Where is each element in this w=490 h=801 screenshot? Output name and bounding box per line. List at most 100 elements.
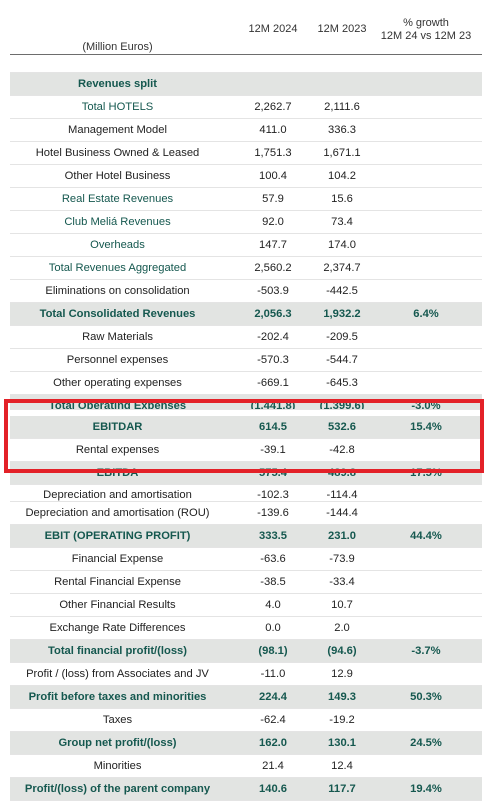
table-row-associates-jv: Profit / (loss) from Associates and JV -…: [10, 663, 482, 686]
row-label: Hotel Business Owned & Leased: [35, 147, 200, 159]
value-2024: -139.6: [257, 507, 289, 519]
table-row-total-hotels: Total HOTELS 2,262.7 2,111.6: [10, 96, 482, 119]
table-row-depreciation-amortisation: Depreciation and amortisation -102.3 -11…: [10, 485, 482, 502]
value-2023: (94.6): [327, 645, 357, 657]
value-2023: 1,671.1: [323, 147, 361, 159]
value-2023: 231.0: [328, 530, 356, 542]
value-2023: -42.8: [329, 444, 355, 456]
value-2024: 333.5: [259, 530, 287, 542]
table-row-management-model: Management Model 411.0 336.3: [10, 119, 482, 142]
value-2024: 57.9: [262, 193, 284, 205]
growth-header-line1: % growth: [403, 17, 449, 29]
highlight-box: [4, 399, 484, 473]
value-2024: (1,441.8): [250, 400, 296, 410]
table-row-personnel-expenses: Personnel expenses -570.3 -544.7: [10, 349, 482, 372]
value-2024: 140.6: [259, 783, 287, 795]
value-2024: 411.0: [259, 124, 287, 136]
value-2023: 2.0: [334, 622, 350, 634]
row-label: EBIT (OPERATING PROFIT): [44, 530, 191, 542]
row-label: Eliminations on consolidation: [45, 285, 190, 297]
value-2023: -209.5: [326, 331, 358, 343]
row-label: Minorities: [93, 760, 142, 772]
row-label: Profit / (loss) from Associates and JV: [26, 668, 209, 680]
value-2023: 1,932.2: [323, 308, 361, 320]
value-2023: (1,399.6): [319, 400, 365, 410]
value-2024: -102.3: [257, 489, 289, 501]
table-row-club-melia-revenues: Club Meliá Revenues 92.0 73.4: [10, 211, 482, 234]
column-header-2024: 12M 2024: [248, 23, 298, 35]
value-2023: 336.3: [328, 124, 356, 136]
value-2023: 532.6: [328, 421, 356, 433]
row-label: Depreciation and amortisation (ROU): [25, 507, 210, 519]
row-label: Revenues split: [78, 78, 157, 90]
row-label: Other operating expenses: [53, 377, 182, 389]
row-label: Total Consolidated Revenues: [39, 308, 196, 320]
row-label: Rental Financial Expense: [54, 576, 181, 588]
table-row-total-revenues-aggregated: Total Revenues Aggregated 2,560.2 2,374.…: [10, 257, 482, 280]
growth-value: 50.3%: [410, 691, 442, 703]
value-2023: 12.4: [331, 760, 353, 772]
table-header: (Million Euros) 12M 2024 12M 2023 % grow…: [10, 8, 482, 54]
value-2023: 149.3: [328, 691, 356, 703]
units-label: (Million Euros): [82, 41, 153, 53]
value-2024: 21.4: [262, 760, 284, 772]
value-2024: -11.0: [260, 668, 286, 680]
table-row-group-net-profit: Group net profit/(loss) 162.0 130.1 24.5…: [10, 732, 482, 755]
table-row-rental-expenses: Rental expenses -39.1 -42.8: [10, 439, 482, 462]
row-label: Other Hotel Business: [64, 170, 171, 182]
row-label: Personnel expenses: [66, 354, 169, 366]
row-label: Club Meliá Revenues: [64, 216, 171, 228]
table-row-real-estate-revenues: Real Estate Revenues 57.9 15.6: [10, 188, 482, 211]
table-row-raw-materials: Raw Materials -202.4 -209.5: [10, 326, 482, 349]
growth-value: 15.4%: [410, 421, 442, 433]
value-2024: -38.5: [260, 576, 286, 588]
table-row-financial-expense: Financial Expense -63.6 -73.9: [10, 548, 482, 571]
row-label: Financial Expense: [71, 553, 164, 565]
table-row-rental-financial-expense: Rental Financial Expense -38.5 -33.4: [10, 571, 482, 594]
row-label: EBITDAR: [92, 421, 143, 433]
row-label: Raw Materials: [82, 331, 153, 343]
row-label: Total Operating Expenses: [48, 400, 187, 410]
column-header-growth: % growth 12M 24 vs 12M 23: [372, 17, 480, 43]
row-label: Management Model: [68, 124, 167, 136]
row-label: Taxes: [102, 714, 133, 726]
value-2024: 162.0: [259, 737, 287, 749]
row-label: Overheads: [90, 239, 145, 251]
value-2023: -544.7: [326, 354, 358, 366]
table-row-exchange-rate-differences: Exchange Rate Differences 0.0 2.0: [10, 617, 482, 640]
value-2024: -63.6: [260, 553, 286, 565]
table-row-total-financial-profit-loss: Total financial profit/(loss) (98.1) (94…: [10, 640, 482, 663]
value-2024: -669.1: [257, 377, 289, 389]
table-row-profit-before-taxes: Profit before taxes and minorities 224.4…: [10, 686, 482, 709]
value-2024: -202.4: [257, 331, 289, 343]
table-row-hotel-business-owned-leased: Hotel Business Owned & Leased 1,751.3 1,…: [10, 142, 482, 165]
growth-value: -3.0%: [411, 400, 441, 410]
growth-value: -3.7%: [411, 645, 441, 657]
value-2024: 2,056.3: [254, 308, 292, 320]
row-label: Rental expenses: [75, 444, 160, 456]
value-2023: 104.2: [328, 170, 356, 182]
table-row-ebitdar: EBITDAR 614.5 532.6 15.4%: [10, 416, 482, 439]
value-2024: 1,751.3: [254, 147, 292, 159]
row-label: Total Revenues Aggregated: [48, 262, 187, 274]
row-label: Profit/(loss) of the parent company: [24, 783, 211, 795]
value-2023: -144.4: [326, 507, 358, 519]
row-label: Exchange Rate Differences: [49, 622, 186, 634]
value-2024: -570.3: [257, 354, 289, 366]
table-row-overheads: Overheads 147.7 174.0: [10, 234, 482, 257]
value-2024: 2,560.2: [254, 262, 292, 274]
growth-header-line2: 12M 24 vs 12M 23: [380, 30, 472, 42]
value-2023: 10.7: [331, 599, 353, 611]
row-label: Group net profit/(loss): [58, 737, 177, 749]
value-2023: 2,374.7: [323, 262, 361, 274]
value-2023: 174.0: [328, 239, 356, 251]
value-2024: (98.1): [258, 645, 288, 657]
value-2024: 224.4: [259, 691, 287, 703]
row-label: Total HOTELS: [81, 101, 154, 113]
value-2023: -73.9: [329, 553, 355, 565]
table-row-other-hotel-business: Other Hotel Business 100.4 104.2: [10, 165, 482, 188]
table-row-minorities: Minorities 21.4 12.4: [10, 755, 482, 778]
value-2023: -114.4: [326, 489, 358, 501]
table-row-other-operating-expenses: Other operating expenses -669.1 -645.3: [10, 372, 482, 395]
value-2023: -442.5: [326, 285, 358, 297]
